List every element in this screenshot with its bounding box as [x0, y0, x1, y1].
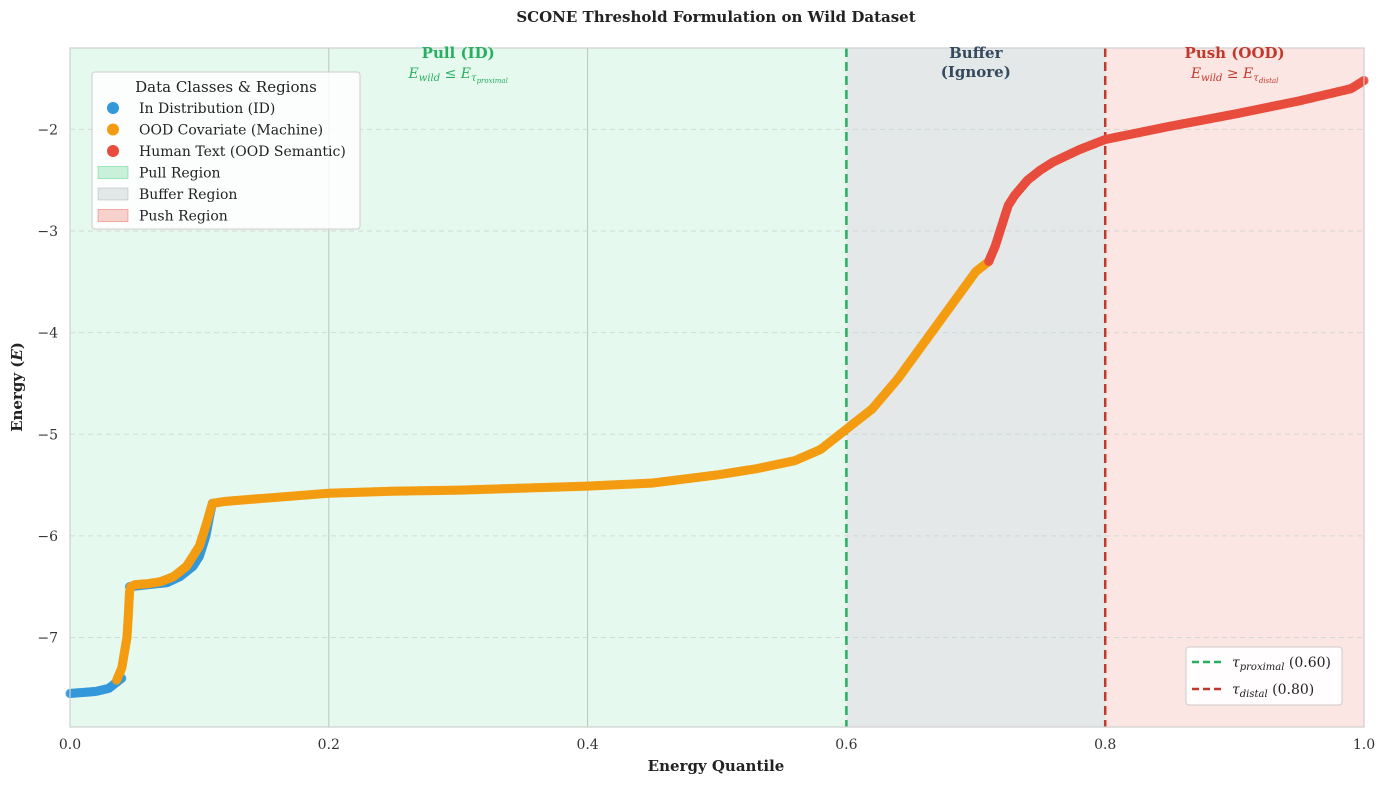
- threshold-legend-box: [1185, 646, 1343, 706]
- legend-swatch: [97, 187, 129, 201]
- legend-entry: Pull Region: [139, 166, 221, 182]
- y-tick-label: −3: [37, 224, 58, 240]
- legend-title: Data Classes & Regions: [135, 78, 317, 96]
- x-axis-label: Energy Quantile: [648, 757, 785, 775]
- x-tick-label: 0.2: [318, 737, 340, 753]
- legend-marker: [107, 123, 119, 136]
- y-tick-label: −4: [37, 326, 58, 342]
- y-tick-label: −7: [37, 631, 58, 647]
- series-layer: [65, 75, 1369, 699]
- region-label: Pull (ID): [422, 44, 495, 62]
- axes-layer: 0.0 0.2 0.4 0.6 0.8 1.0 −7 −6 −5 −4 −3 −2: [37, 47, 1375, 753]
- legend-entry: Push Region: [139, 209, 228, 225]
- region-label-sub: (Ignore): [941, 63, 1011, 81]
- y-tick-label: −6: [37, 529, 58, 545]
- threshold-legend-label: τproximal (0.60): [1232, 655, 1331, 673]
- y-axis-label-main: Energy (: [8, 361, 26, 432]
- y-axis-label-symbol: E: [8, 349, 26, 362]
- region-push-region: [1105, 48, 1364, 727]
- x-tick-label: 0.8: [1094, 737, 1116, 753]
- threshold-legend-label: τdistal (0.80): [1232, 682, 1314, 700]
- legend-box: [91, 71, 361, 230]
- x-tick-label: 0.4: [576, 737, 598, 753]
- legend-entry: OOD Covariate (Machine): [139, 123, 323, 139]
- x-tick-label: 0.6: [835, 737, 857, 753]
- threshold-layer: [845, 48, 1107, 727]
- region-formula: Ewild ≥ Eτdistal: [1190, 66, 1279, 85]
- legend-thresholds: τproximal (0.60) τdistal (0.80): [1185, 646, 1343, 706]
- legend-classes: Data Classes & Regions In Distribution (I…: [91, 71, 361, 230]
- plot-frame: [69, 47, 1365, 728]
- y-tick-label: −2: [37, 122, 58, 138]
- chart-title: SCONE Threshold Formulation on Wild Data…: [516, 8, 915, 26]
- legend-entry: Human Text (OOD Semantic): [139, 144, 346, 160]
- y-tick-label: −5: [37, 427, 58, 443]
- legend-entry: In Distribution (ID): [139, 101, 275, 117]
- y-axis-label: Energy (E): [8, 342, 26, 432]
- legend-marker: [107, 145, 119, 157]
- region-label: Buffer: [949, 44, 1003, 62]
- x-tick-label: 1.0: [1353, 737, 1375, 753]
- legend-swatch: [97, 209, 129, 222]
- legend-swatch: [97, 166, 129, 179]
- region-formula: Ewild ≤ Eτproximal: [408, 66, 508, 85]
- series-ood-covariate-machine: [111, 256, 994, 685]
- region-label: Push (OOD): [1185, 44, 1285, 62]
- legend-marker: [107, 102, 119, 114]
- x-tick-label: 0.0: [59, 737, 81, 753]
- legend-entry: Buffer Region: [139, 187, 237, 203]
- series-human-text-ood-semantic: [984, 75, 1369, 267]
- region-labels-layer: Pull (ID) Ewild ≤ Eτproximal Buffer(Ignore…: [408, 44, 1285, 85]
